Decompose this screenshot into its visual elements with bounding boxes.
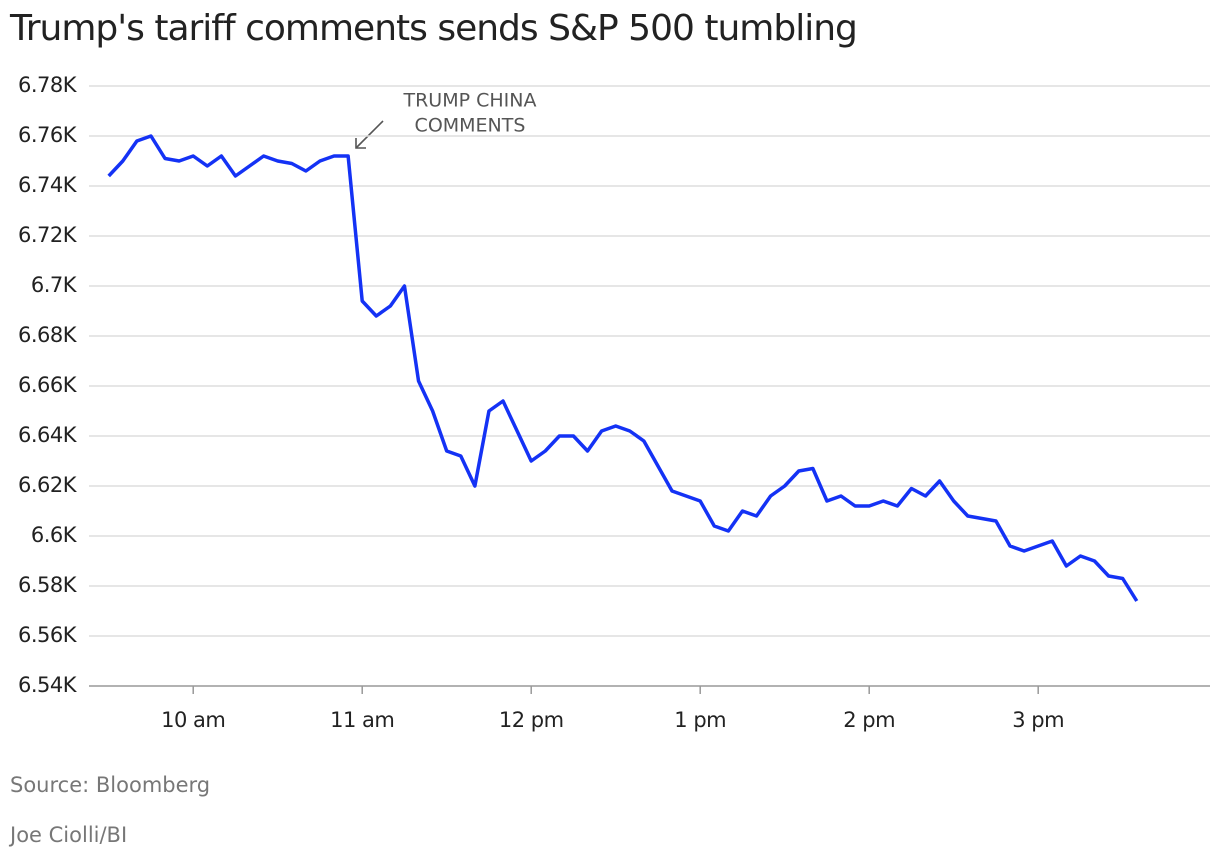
- y-tick-label: 6.68K: [18, 323, 78, 347]
- x-tick-label: 3 pm: [1012, 708, 1064, 732]
- y-tick-label: 6.78K: [18, 73, 78, 97]
- annotation-arrow: [355, 120, 384, 149]
- y-tick-label: 6.72K: [18, 223, 78, 247]
- line: [107, 134, 1139, 602]
- x-tick-label: 11 am: [330, 708, 394, 732]
- annotation: COMMENTS: [415, 115, 526, 137]
- y-tick-label: 6.56K: [18, 623, 78, 647]
- x-tick-label: 1 pm: [674, 708, 726, 732]
- y-tick-label: 6.74K: [18, 173, 78, 197]
- y-tick-label: 6.76K: [18, 123, 78, 147]
- y-tick-label: 6.6K: [31, 523, 78, 547]
- y-tick-label: 6.62K: [18, 473, 78, 497]
- x-tick-label: 12 pm: [499, 708, 564, 732]
- x-tick-label: 10 am: [161, 708, 225, 732]
- x-tick-label: 2 pm: [843, 708, 895, 732]
- y-tick-label: 6.66K: [18, 373, 78, 397]
- annotation: TRUMP CHINA: [403, 90, 537, 112]
- source: Source: Bloomberg: [10, 773, 210, 797]
- chart-title: Trump's tariff comments sends S&P 500 tu…: [9, 8, 857, 49]
- y-tick-label: 6.58K: [18, 573, 78, 597]
- credit: Joe Ciolli/BI: [8, 823, 127, 847]
- y-tick-label: 6.64K: [18, 423, 78, 447]
- y-tick-label: 6.54K: [18, 673, 78, 697]
- y-tick-label: 6.7K: [31, 273, 78, 297]
